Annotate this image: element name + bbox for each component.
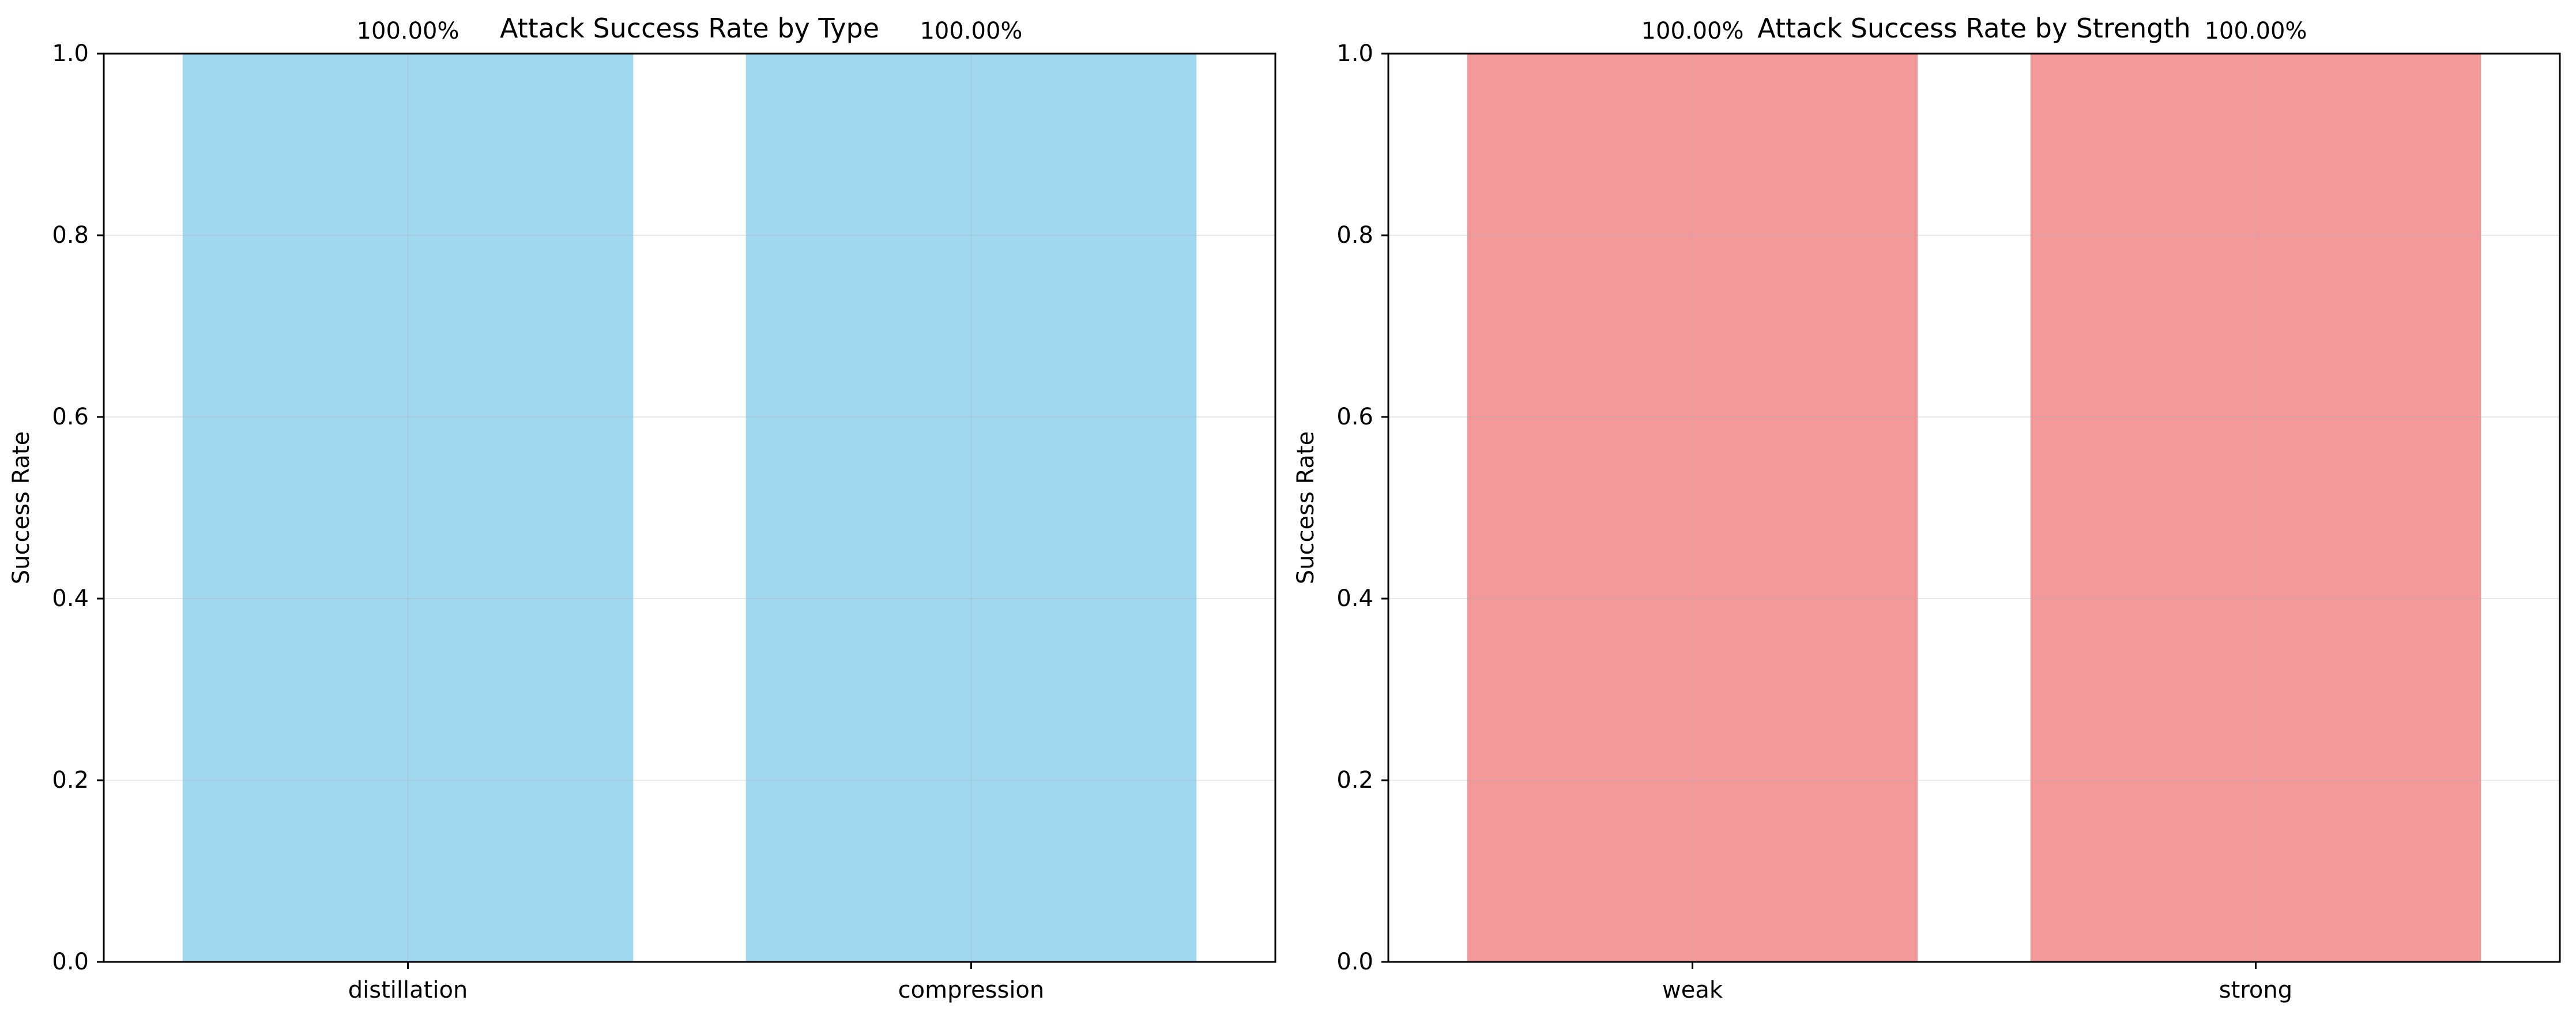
chart-panel-attack-strength: 0.0 0.2 0.4 0.6 0.8 1.0 weak strong 100.00% 100.0… bbox=[1293, 13, 2561, 1003]
data-label: 100.00% bbox=[920, 18, 1022, 44]
y-tick-label: 1.0 bbox=[1336, 40, 1373, 67]
axes-frame bbox=[103, 52, 1276, 963]
y-tick-label: 0.2 bbox=[1336, 767, 1373, 794]
x-tick-label: strong bbox=[2219, 977, 2292, 1003]
plot-area: 0.0 0.2 0.4 0.6 0.8 1.0 weak strong 100.00% 100.0… bbox=[1336, 18, 2561, 1003]
y-axis-label: Success Rate bbox=[1293, 431, 1319, 584]
x-tick-label: distillation bbox=[348, 977, 468, 1003]
y-axis-label: Success Rate bbox=[8, 431, 35, 584]
x-tick-label: weak bbox=[1662, 977, 1723, 1003]
chart-panel-attack-type: 0.0 0.2 0.4 0.6 0.8 1.0 distillation compressio… bbox=[8, 13, 1276, 1003]
y-tick-label: 0.8 bbox=[52, 222, 89, 249]
bar-weak bbox=[1467, 54, 1918, 962]
y-tick-label: 0.0 bbox=[1336, 949, 1373, 975]
y-tick-label: 0.0 bbox=[52, 949, 89, 975]
y-tick-label: 1.0 bbox=[52, 40, 89, 67]
data-label: 100.00% bbox=[1641, 18, 1744, 44]
axes-frame bbox=[1387, 52, 2561, 963]
bar-strong bbox=[2030, 54, 2481, 962]
bar-distillation bbox=[182, 54, 634, 962]
y-tick-label: 0.6 bbox=[1336, 404, 1373, 430]
chart-title: Attack Success Rate by Type bbox=[500, 13, 879, 44]
y-tick-label: 0.8 bbox=[1336, 222, 1373, 249]
data-label: 100.00% bbox=[357, 18, 460, 44]
y-tick-label: 0.6 bbox=[52, 404, 89, 430]
y-tick-label: 0.4 bbox=[52, 585, 89, 612]
x-tick-label: compression bbox=[898, 977, 1045, 1003]
y-tick-label: 0.2 bbox=[52, 767, 89, 794]
plot-area: 0.0 0.2 0.4 0.6 0.8 1.0 distillation compressio… bbox=[52, 18, 1276, 1003]
bar-compression bbox=[745, 54, 1197, 962]
chart-title: Attack Success Rate by Strength bbox=[1757, 13, 2190, 44]
data-label: 100.00% bbox=[2204, 18, 2307, 44]
y-tick-label: 0.4 bbox=[1336, 585, 1373, 612]
